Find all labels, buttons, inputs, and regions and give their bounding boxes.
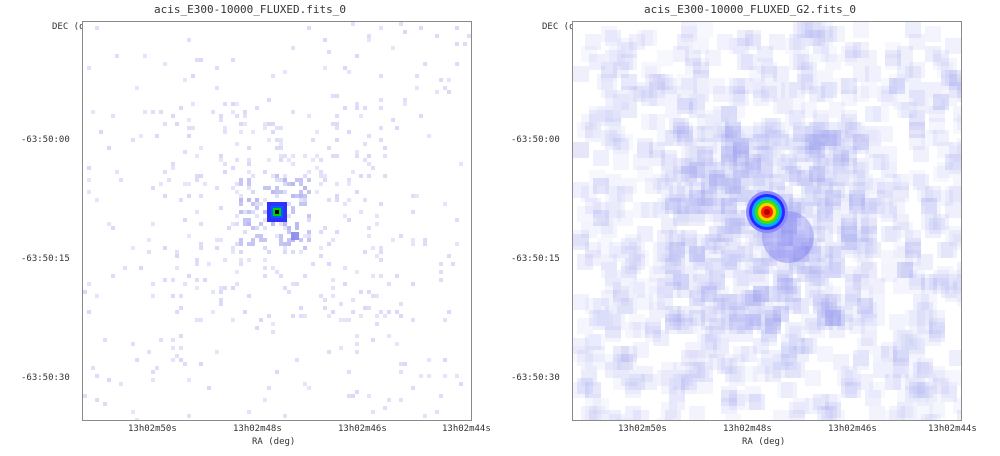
x-axis-label: RA (deg)	[252, 437, 296, 447]
x-tick-label: 13h02m48s	[723, 424, 772, 434]
y-tick-label: -63:50:00	[511, 135, 560, 145]
y-tick-label: -63:50:00	[21, 135, 70, 145]
x-tick-label: 13h02m48s	[233, 424, 282, 434]
y-tick-label: -63:50:30	[511, 373, 560, 383]
y-tick-label: -63:50:15	[21, 254, 70, 264]
sky-image-smoothed	[573, 22, 961, 420]
y-axis-label: DEC (deg)	[542, 22, 591, 32]
x-tick-label: 13h02m46s	[338, 424, 387, 434]
x-tick-label: 13h02m44s	[442, 424, 491, 434]
sky-image-fluxed	[83, 22, 471, 420]
x-tick-label: 13h02m50s	[128, 424, 177, 434]
y-axis-label: DEC (deg)	[52, 22, 101, 32]
image-canvas[interactable]	[82, 21, 472, 421]
x-tick-label: 13h02m44s	[928, 424, 977, 434]
x-tick-label: 13h02m46s	[828, 424, 877, 434]
panel-title: acis_E300-10000_FLUXED.fits_0	[153, 3, 347, 16]
y-tick-label: -63:50:15	[511, 254, 560, 264]
x-tick-label: 13h02m50s	[618, 424, 667, 434]
image-panel-right: acis_E300-10000_FLUXED_G2.fits_0 DEC (de…	[500, 0, 1000, 456]
image-panel-left: acis_E300-10000_FLUXED.fits_0 DEC (deg) …	[21, 3, 491, 447]
x-axis-label: RA (deg)	[742, 437, 786, 447]
panel-title: acis_E300-10000_FLUXED_G2.fits_0	[644, 3, 856, 16]
image-canvas[interactable]	[572, 21, 962, 421]
y-tick-label: -63:50:30	[21, 373, 70, 383]
